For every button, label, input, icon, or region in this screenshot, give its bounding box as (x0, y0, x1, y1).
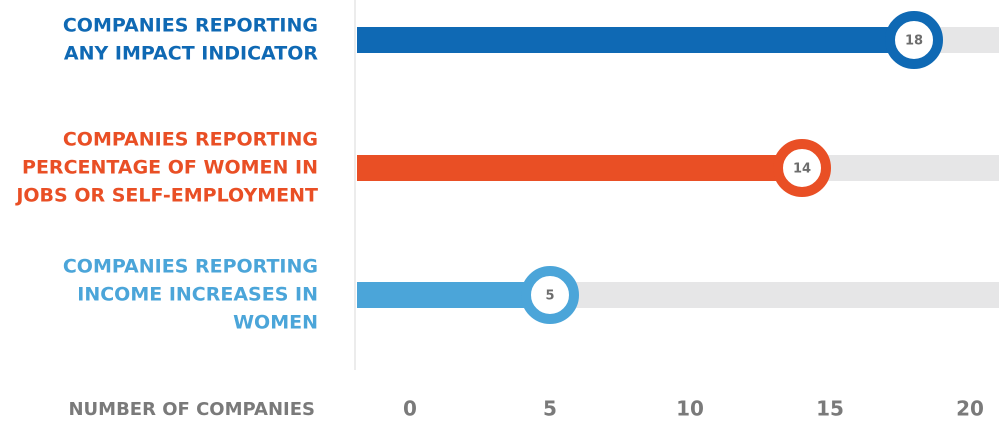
x-tick-label: 0 (403, 397, 417, 421)
category-label: PERCENTAGE OF WOMEN IN (22, 157, 318, 179)
x-axis-label: NUMBER OF COMPANIES (68, 399, 315, 420)
value-label: 5 (545, 289, 554, 304)
category-label: COMPANIES REPORTING (63, 129, 318, 151)
category-label: WOMEN (233, 312, 318, 334)
category-label: ANY IMPACT INDICATOR (64, 43, 318, 65)
value-label: 14 (793, 162, 811, 177)
bar-end-marker (885, 11, 943, 69)
x-tick-label: 10 (676, 397, 704, 421)
bar (357, 27, 914, 53)
bar-end-marker (521, 266, 579, 324)
x-tick-label: 15 (816, 397, 844, 421)
x-tick-label: 5 (543, 397, 557, 421)
category-label: INCOME INCREASES IN (77, 284, 318, 306)
bar (357, 155, 802, 181)
category-label: COMPANIES REPORTING (63, 15, 318, 37)
category-label: COMPANIES REPORTING (63, 256, 318, 278)
category-label: JOBS OR SELF-EMPLOYMENT (14, 185, 318, 207)
value-label: 18 (905, 34, 923, 49)
x-tick-label: 20 (956, 397, 984, 421)
bar (357, 282, 550, 308)
bar-end-marker (773, 139, 831, 197)
